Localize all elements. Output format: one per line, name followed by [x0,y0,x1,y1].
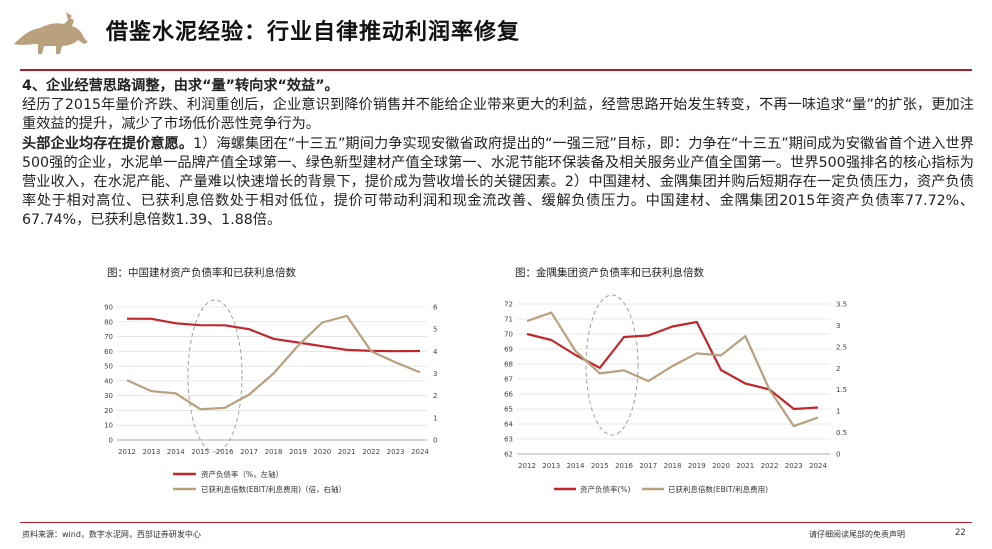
c1-left-tick: 30 [104,392,113,400]
c2-right-tick: 1.5 [836,386,847,394]
c2-x-tick: 2023 [785,462,803,470]
c1-x-tick: 2023 [387,448,405,456]
c2-x-tick: 2019 [688,462,706,470]
c2-left-tick: 63 [504,436,513,444]
chart-1-highlight-ellipse [187,299,243,453]
c1-series-2-line [126,314,421,411]
c2-x-tick: 2016 [615,462,633,470]
c2-right-tick: 2 [836,365,840,373]
c1-series-1-line [126,317,421,353]
c2-series-2-line [526,311,819,428]
c1-x-tick: 2015 [191,448,209,456]
c2-x-tick: 2021 [736,462,754,470]
page-title: 借鉴水泥经验：行业自律推动利润率修复 [106,20,521,45]
c1-x-tick: 2017 [240,448,258,456]
paragraph-1: 经历了2015年量价齐跌、利润重创后，企业意识到降价销售并不能给企业带来更大的利… [22,97,974,133]
c1-right-tick: 5 [433,326,437,334]
c2-right-tick: 0 [836,451,840,459]
c2-left-tick: 68 [504,361,513,369]
chart-2-legend-2: 已获利息倍数(EBIT/利息费用) [668,484,768,494]
c1-left-tick: 50 [104,363,113,371]
c2-left-tick: 69 [504,346,513,354]
c2-x-tick: 2020 [712,462,730,470]
c1-left-tick: 10 [104,422,113,430]
c1-x-tick: 2019 [289,448,307,456]
c1-x-tick: 2014 [167,448,185,456]
page-number: 22 [955,528,966,538]
c1-right-tick: 3 [433,370,437,378]
c1-x-tick: 2024 [411,448,429,456]
section-heading: 4、企业经营思路调整，由求“量”转向求“效益”。 [22,78,339,94]
c1-x-tick: 2021 [338,448,356,456]
c2-x-tick: 2024 [809,462,827,470]
footer-divider [20,522,972,523]
c2-right-tick: 2.5 [836,343,847,351]
c1-left-tick: 70 [104,333,113,341]
c1-x-tick: 2020 [313,448,331,456]
c2-left-tick: 71 [504,316,513,324]
chart-1-legend-1: 资产负债率（%，左轴） [201,469,283,479]
body-text: 4、企业经营思路调整，由求“量”转向求“效益”。 经历了2015年量价齐跌、利润… [22,77,974,231]
c1-left-tick: 20 [104,407,113,415]
c2-right-tick: 0.5 [836,429,847,437]
c1-left-tick: 60 [104,348,113,356]
c2-x-tick: 2018 [664,462,682,470]
paragraph-2-lead: 头部企业均存在提价意愿。 [22,135,194,152]
c1-right-tick: 2 [433,392,437,400]
c1-x-tick: 2018 [265,448,283,456]
chart-1-title: 图：中国建材资产负债率和已获利息倍数 [107,267,296,279]
chart-1: 0 10 20 30 40 50 60 70 80 90 0 1 2 3 4 5 6 2012 2013 2014 20… [104,299,438,494]
disclaimer-link[interactable]: 请仔细阅读尾部的免责声明 [809,530,905,539]
chart-2-title: 图：金隅集团资产负债率和已获利息倍数 [515,267,704,279]
paragraph-2-text: 1）海螺集团在“十三五”期间力争实现安徽省政府提出的“一强三冠”目标，即：力争在… [22,135,974,229]
c1-x-tick: 2013 [143,448,161,456]
c1-left-tick: 90 [104,304,113,312]
c1-x-tick: 2016 [216,448,234,456]
c2-right-tick: 3.5 [836,301,847,309]
c1-left-tick: 40 [104,377,113,385]
c2-right-tick: 3 [836,322,840,330]
bull-logo-icon [14,12,88,54]
c2-left-tick: 72 [504,301,513,309]
c2-x-tick: 2012 [518,462,536,470]
paragraph-2: 头部企业均存在提价意愿。1）海螺集团在“十三五”期间力争实现安徽省政府提出的“一… [22,135,974,231]
c1-right-tick: 0 [433,437,437,445]
c2-left-tick: 66 [504,391,513,399]
c1-x-tick: 2012 [118,448,136,456]
chart-2-highlight-ellipse [585,294,639,436]
c2-x-tick: 2015 [591,462,609,470]
c1-right-tick: 4 [433,348,438,356]
c2-left-tick: 62 [504,451,513,459]
c1-right-tick: 6 [433,304,438,312]
c2-left-tick: 64 [504,421,513,429]
c2-left-tick: 67 [504,376,513,384]
c1-left-tick: 0 [109,437,113,445]
c2-x-tick: 2013 [542,462,560,470]
source-note: 资料来源：wind，数字水泥网，西部证券研发中心 [22,530,201,539]
title-divider [20,69,972,71]
c2-right-tick: 1 [836,408,840,416]
c2-left-tick: 70 [504,331,513,339]
c2-x-tick: 2022 [761,462,779,470]
c2-x-tick: 2017 [639,462,657,470]
c1-left-tick: 80 [104,318,113,326]
c2-x-tick: 2014 [567,462,585,470]
c1-x-tick: 2022 [362,448,380,456]
c1-right-tick: 1 [433,414,437,422]
chart-2-legend-1: 资产负债率(%) [580,484,631,494]
chart-2: 62 63 64 65 66 67 68 69 70 71 72 0 0.5 1 1.5 2 2.5 3 3.5 20… [504,294,847,494]
chart-1-legend-2: 已获利息倍数(EBIT/利息费用)（倍，右轴） [201,484,346,494]
c2-left-tick: 65 [504,406,513,414]
